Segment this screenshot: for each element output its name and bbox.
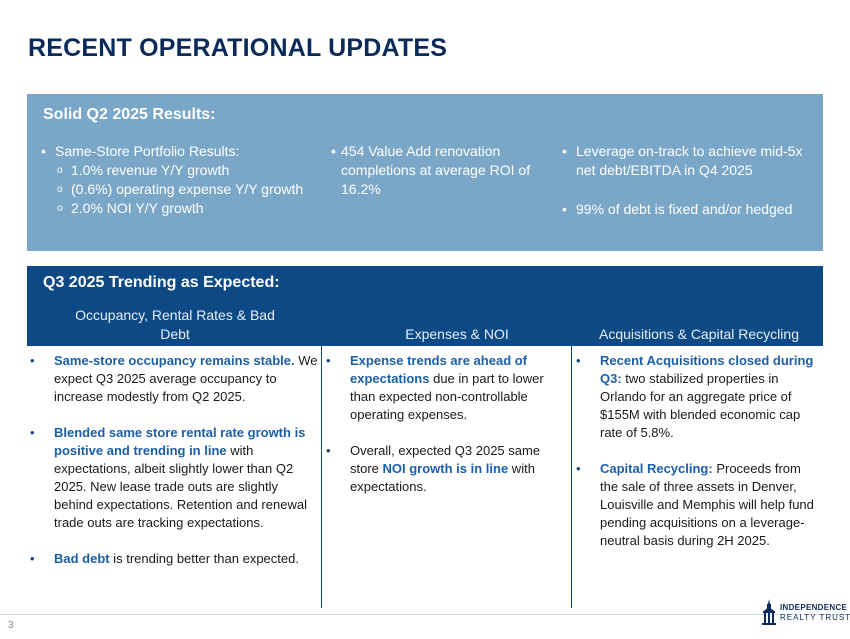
highlight-text: Recent Acquisitions closed during Q3:: [600, 353, 814, 386]
logo-line-1: INDEPENDENCE: [780, 603, 848, 612]
item-text: Capital Recycling: Proceeds from the sal…: [600, 460, 816, 550]
body-text: Overall, expected Q3 2025 same store: [350, 443, 541, 476]
sub-bullet-text: 1.0% revenue Y/Y growth: [71, 162, 230, 178]
sub-list-item: o 1.0% revenue Y/Y growth: [41, 161, 341, 180]
highlight-text: Capital Recycling:: [600, 461, 713, 476]
bullet-text: Same-Store Portfolio Results:: [55, 143, 240, 159]
bullet-text: 99% of debt is fixed and/or hedged: [576, 201, 793, 217]
sub-list-item: o 2.0% NOI Y/Y growth: [41, 199, 341, 218]
highlight-text: NOI growth is in line: [382, 461, 509, 476]
q3-heading: Q3 2025 Trending as Expected:: [43, 274, 280, 291]
bullet-icon: •: [30, 353, 35, 368]
list-item: • Same-Store Portfolio Results:: [41, 142, 341, 161]
bullet-text: Leverage on-track to achieve mid-5x net …: [576, 143, 803, 178]
sub-bullet-icon: o: [57, 203, 63, 214]
bullet-icon: •: [326, 443, 331, 458]
logo-line-2: REALTY TRUST: [780, 613, 850, 622]
bullet-icon: •: [41, 143, 46, 159]
sub-bullet-text: 2.0% NOI Y/Y growth: [71, 200, 204, 216]
expenses-column: • Expense trends are ahead of expectatio…: [326, 352, 566, 514]
list-item: • 99% of debt is fixed and/or hedged: [562, 200, 822, 219]
list-item: • Recent Acquisitions closed during Q3: …: [576, 352, 816, 442]
highlight-text: Bad debt: [54, 551, 110, 566]
sub-bullet-icon: o: [57, 184, 63, 195]
list-item: • Leverage on-track to achieve mid-5x ne…: [562, 142, 822, 180]
acquisitions-column: • Recent Acquisitions closed during Q3: …: [576, 352, 816, 568]
item-text: Recent Acquisitions closed during Q3: tw…: [600, 352, 816, 442]
q2-column-leverage: • Leverage on-track to achieve mid-5x ne…: [562, 142, 822, 219]
column-divider: [571, 346, 572, 608]
q2-heading: Solid Q2 2025 Results:: [43, 106, 216, 123]
q2-column-same-store: • Same-Store Portfolio Results: o 1.0% r…: [41, 142, 341, 218]
body-text: two stabilized properties in Orlando for…: [600, 371, 801, 440]
column-header-acquisitions: Acquisitions & Capital Recycling: [599, 326, 799, 342]
body-text: due in part to lower than expected non-c…: [350, 371, 544, 422]
q3-header-band: Q3 2025 Trending as Expected: Occupancy,…: [27, 266, 823, 346]
column-divider: [321, 346, 322, 608]
building-logo-icon: [762, 599, 776, 625]
q2-results-panel: Solid Q2 2025 Results: • Same-Store Port…: [27, 94, 823, 251]
bullet-icon: •: [326, 353, 331, 368]
bullet-icon: •: [576, 461, 581, 476]
sub-bullet-icon: o: [57, 165, 63, 176]
occupancy-column: • Same-store occupancy remains stable. W…: [30, 352, 318, 586]
highlight-text: Same-store occupancy remains stable.: [54, 353, 295, 368]
bullet-icon: •: [30, 551, 35, 566]
list-item: • Expense trends are ahead of expectatio…: [326, 352, 566, 424]
sub-list-item: o (0.6%) operating expense Y/Y growth: [41, 180, 341, 199]
company-logo: INDEPENDENCE REALTY TRUST: [760, 596, 850, 632]
item-text: Same-store occupancy remains stable. We …: [54, 352, 318, 406]
item-text: Overall, expected Q3 2025 same store NOI…: [350, 442, 566, 496]
page-number: 3: [8, 620, 14, 631]
list-item: • Capital Recycling: Proceeds from the s…: [576, 460, 816, 550]
sub-bullet-text: (0.6%) operating expense Y/Y growth: [71, 181, 304, 197]
body-text: is trending better than expected.: [109, 551, 299, 566]
page-title: RECENT OPERATIONAL UPDATES: [28, 34, 448, 62]
bullet-text: 454 Value Add renovation completions at …: [341, 143, 531, 197]
highlight-text: Expense trends are ahead of expectations: [350, 353, 528, 386]
column-header-occupancy: Occupancy, Rental Rates & Bad Debt: [75, 307, 275, 342]
item-text: Expense trends are ahead of expectations…: [350, 352, 566, 424]
list-item: • 454 Value Add renovation completions a…: [331, 142, 541, 199]
bullet-icon: •: [562, 201, 567, 217]
body-text: with expectations.: [350, 461, 535, 494]
body-text: with expectations, albeit slightly lower…: [54, 443, 307, 530]
item-text: Blended same store rental rate growth is…: [54, 424, 318, 532]
list-item: • Overall, expected Q3 2025 same store N…: [326, 442, 566, 496]
bullet-icon: •: [562, 143, 567, 159]
footer-divider: [0, 614, 850, 615]
column-header-expenses: Expenses & NOI: [405, 326, 509, 342]
bullet-icon: •: [576, 353, 581, 368]
highlight-text: Blended same store rental rate growth is…: [54, 425, 306, 458]
item-text: Bad debt is trending better than expecte…: [54, 550, 299, 568]
bullet-icon: •: [331, 143, 336, 159]
body-text: We expect Q3 2025 average occupancy to i…: [54, 353, 318, 404]
list-item: • Same-store occupancy remains stable. W…: [30, 352, 318, 406]
list-item: • Blended same store rental rate growth …: [30, 424, 318, 532]
list-item: • Bad debt is trending better than expec…: [30, 550, 318, 568]
bullet-icon: •: [30, 425, 35, 440]
body-text: Proceeds from the sale of three assets i…: [600, 461, 814, 548]
q2-column-renovations: • 454 Value Add renovation completions a…: [331, 142, 541, 199]
